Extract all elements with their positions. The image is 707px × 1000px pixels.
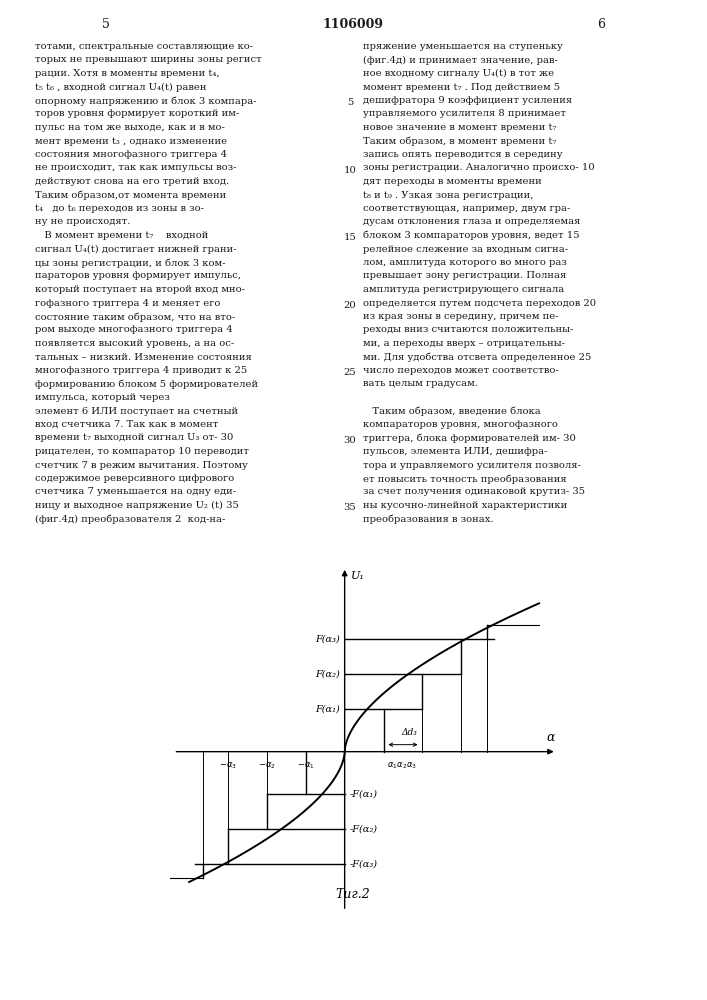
Text: запись опять переводится в середину: запись опять переводится в середину	[363, 150, 563, 159]
Text: $\alpha_1\alpha_2\alpha_3$: $\alpha_1\alpha_2\alpha_3$	[387, 760, 416, 771]
Text: 10: 10	[344, 166, 356, 175]
Text: 5: 5	[102, 18, 110, 31]
Text: тотами, спектральные составляющие ко-: тотами, спектральные составляющие ко-	[35, 42, 253, 51]
Text: действуют снова на его третий вход.: действуют снова на его третий вход.	[35, 177, 229, 186]
Text: сигнал U₄(t) достигает нижней грани-: сигнал U₄(t) достигает нижней грани-	[35, 244, 237, 254]
Text: ет повысить точность преобразования: ет повысить точность преобразования	[363, 474, 566, 484]
Text: Δd₃: Δd₃	[401, 728, 416, 737]
Text: рицателен, то компаратор 10 переводит: рицателен, то компаратор 10 переводит	[35, 447, 249, 456]
Text: многофазного триггера 4 приводит к 25: многофазного триггера 4 приводит к 25	[35, 366, 247, 375]
Text: F(α₃): F(α₃)	[315, 634, 340, 643]
Text: пульсов, элемента ИЛИ, дешифра-: пульсов, элемента ИЛИ, дешифра-	[363, 447, 547, 456]
Text: не происходит, так как импульсы воз-: не происходит, так как импульсы воз-	[35, 163, 237, 172]
Text: пульс на том же выходе, как и в мо-: пульс на том же выходе, как и в мо-	[35, 123, 225, 132]
Text: соответствующая, например, двум гра-: соответствующая, например, двум гра-	[363, 204, 571, 213]
Text: релейное слежение за входным сигна-: релейное слежение за входным сигна-	[363, 244, 568, 253]
Text: мент времени t₃ , однако изменение: мент времени t₃ , однако изменение	[35, 136, 227, 145]
Text: -F(α₁): -F(α₁)	[349, 790, 378, 799]
Text: появляется высокий уровень, а на ос-: появляется высокий уровень, а на ос-	[35, 339, 234, 348]
Text: тора и управляемого усилителя позволя-: тора и управляемого усилителя позволя-	[363, 460, 581, 470]
Text: 25: 25	[344, 368, 356, 377]
Text: U₁: U₁	[351, 571, 364, 581]
Text: торов уровня формирует короткий им-: торов уровня формирует короткий им-	[35, 109, 239, 118]
Text: В момент времени t₇    входной: В момент времени t₇ входной	[35, 231, 209, 240]
Text: 1106009: 1106009	[323, 18, 384, 31]
Text: t₈ и t₉ . Узкая зона регистрации,: t₈ и t₉ . Узкая зона регистрации,	[363, 190, 534, 200]
Text: $-\alpha_1$: $-\alpha_1$	[297, 760, 315, 771]
Text: ницу и выходное напряжение U₂ (t) 35: ницу и выходное напряжение U₂ (t) 35	[35, 501, 239, 510]
Text: 20: 20	[344, 301, 356, 310]
Text: рации. Хотя в моменты времени t₄,: рации. Хотя в моменты времени t₄,	[35, 69, 220, 78]
Text: Таким образом, в момент времени t₇: Таким образом, в момент времени t₇	[363, 136, 556, 146]
Text: ми. Для удобства отсвета определенное 25: ми. Для удобства отсвета определенное 25	[363, 353, 591, 362]
Text: блоком 3 компараторов уровня, ведет 15: блоком 3 компараторов уровня, ведет 15	[363, 231, 580, 240]
Text: тальных – низкий. Изменение состояния: тальных – низкий. Изменение состояния	[35, 353, 252, 361]
Text: -F(α₃): -F(α₃)	[349, 860, 378, 869]
Text: преобразования в зонах.: преобразования в зонах.	[363, 514, 493, 524]
Text: триггера, блока формирователей им- 30: триггера, блока формирователей им- 30	[363, 434, 576, 443]
Text: гофазного триггера 4 и меняет его: гофазного триггера 4 и меняет его	[35, 298, 221, 308]
Text: ром выходе многофазного триггера 4: ром выходе многофазного триггера 4	[35, 326, 233, 334]
Text: дусам отклонения глаза и определяемая: дусам отклонения глаза и определяемая	[363, 218, 580, 227]
Text: Τиг.2: Τиг.2	[335, 888, 370, 901]
Text: превышает зону регистрации. Полная: превышает зону регистрации. Полная	[363, 271, 566, 280]
Text: Таким образом, введение блока: Таким образом, введение блока	[363, 406, 541, 416]
Text: счетчика 7 уменьшается на одну еди-: счетчика 7 уменьшается на одну еди-	[35, 488, 236, 496]
Text: из края зоны в середину, причем пе-: из края зоны в середину, причем пе-	[363, 312, 559, 321]
Text: $-\alpha_3$: $-\alpha_3$	[219, 760, 237, 771]
Text: -F(α₂): -F(α₂)	[349, 825, 378, 834]
Text: вать целым градусам.: вать целым градусам.	[363, 379, 478, 388]
Text: содержимое реверсивного цифрового: содержимое реверсивного цифрового	[35, 474, 234, 483]
Text: опорному напряжению и блок 3 компара-: опорному напряжению и блок 3 компара-	[35, 96, 257, 105]
Text: состояния многофазного триггера 4: состояния многофазного триггера 4	[35, 150, 227, 159]
Text: пряжение уменьшается на ступеньку: пряжение уменьшается на ступеньку	[363, 42, 563, 51]
Text: F(α₂): F(α₂)	[315, 669, 340, 678]
Text: управляемого усилителя 8 принимает: управляемого усилителя 8 принимает	[363, 109, 566, 118]
Text: компараторов уровня, многофазного: компараторов уровня, многофазного	[363, 420, 558, 429]
Text: 35: 35	[344, 503, 356, 512]
Text: состояние таким образом, что на вто-: состояние таким образом, что на вто-	[35, 312, 235, 322]
Text: ны кусочно-линейной характеристики: ны кусочно-линейной характеристики	[363, 501, 567, 510]
Text: $-\alpha_2$: $-\alpha_2$	[258, 760, 276, 771]
Text: зоны регистрации. Аналогично происхо- 10: зоны регистрации. Аналогично происхо- 10	[363, 163, 595, 172]
Text: импульса, который через: импульса, который через	[35, 393, 170, 402]
Text: элемент 6 ИЛИ поступает на счетный: элемент 6 ИЛИ поступает на счетный	[35, 406, 238, 416]
Text: который поступает на второй вход мно-: который поступает на второй вход мно-	[35, 285, 245, 294]
Text: цы зоны регистрации, и блок 3 ком-: цы зоны регистрации, и блок 3 ком-	[35, 258, 226, 267]
Text: ну не происходят.: ну не происходят.	[35, 218, 130, 227]
Text: времени t₇ выходной сигнал U₃ от- 30: времени t₇ выходной сигнал U₃ от- 30	[35, 434, 233, 442]
Text: определяется путем подсчета переходов 20: определяется путем подсчета переходов 20	[363, 298, 596, 308]
Text: ное входному сигналу U₄(t) в тот же: ное входному сигналу U₄(t) в тот же	[363, 69, 554, 78]
Text: (фиг.4д) и принимает значение, рав-: (фиг.4д) и принимает значение, рав-	[363, 55, 558, 65]
Text: параторов уровня формирует импульс,: параторов уровня формирует импульс,	[35, 271, 241, 280]
Text: амплитуда регистрирующего сигнала: амплитуда регистрирующего сигнала	[363, 285, 564, 294]
Text: 30: 30	[344, 436, 356, 445]
Text: счетчик 7 в режим вычитания. Поэтому: счетчик 7 в режим вычитания. Поэтому	[35, 460, 248, 470]
Text: t₄   до t₆ переходов из зоны в зо-: t₄ до t₆ переходов из зоны в зо-	[35, 204, 204, 213]
Text: дешифратора 9 коэффициент усиления: дешифратора 9 коэффициент усиления	[363, 96, 572, 105]
Text: 15: 15	[344, 233, 356, 242]
Text: реходы вниз считаются положительны-: реходы вниз считаются положительны-	[363, 326, 573, 334]
Text: Таким образом,от момента времени: Таким образом,от момента времени	[35, 190, 226, 200]
Text: момент времени t₇ . Под действием 5: момент времени t₇ . Под действием 5	[363, 83, 560, 92]
Text: (фиг.4д) преобразователя 2  код-на-: (фиг.4д) преобразователя 2 код-на-	[35, 514, 226, 524]
Text: t₅ t₆ , входной сигнал U₄(t) равен: t₅ t₆ , входной сигнал U₄(t) равен	[35, 83, 206, 92]
Text: вход счетчика 7. Так как в момент: вход счетчика 7. Так как в момент	[35, 420, 218, 429]
Text: лом, амплитуда которого во много раз: лом, амплитуда которого во много раз	[363, 258, 567, 267]
Text: новое значение в момент времени t₇: новое значение в момент времени t₇	[363, 123, 556, 132]
Text: ми, а переходы вверх – отрицательны-: ми, а переходы вверх – отрицательны-	[363, 339, 565, 348]
Text: формированию блоком 5 формирователей: формированию блоком 5 формирователей	[35, 379, 258, 389]
Text: дят переходы в моменты времени: дят переходы в моменты времени	[363, 177, 542, 186]
Text: 6: 6	[597, 18, 605, 31]
Text: α: α	[546, 731, 555, 744]
Text: торых не превышают ширины зоны регист: торых не превышают ширины зоны регист	[35, 55, 262, 64]
Text: 5: 5	[347, 98, 354, 107]
Text: число переходов может соответство-: число переходов может соответство-	[363, 366, 559, 375]
Text: F(α₁): F(α₁)	[315, 704, 340, 713]
Text: за счет получения одинаковой крутиз- 35: за счет получения одинаковой крутиз- 35	[363, 488, 585, 496]
